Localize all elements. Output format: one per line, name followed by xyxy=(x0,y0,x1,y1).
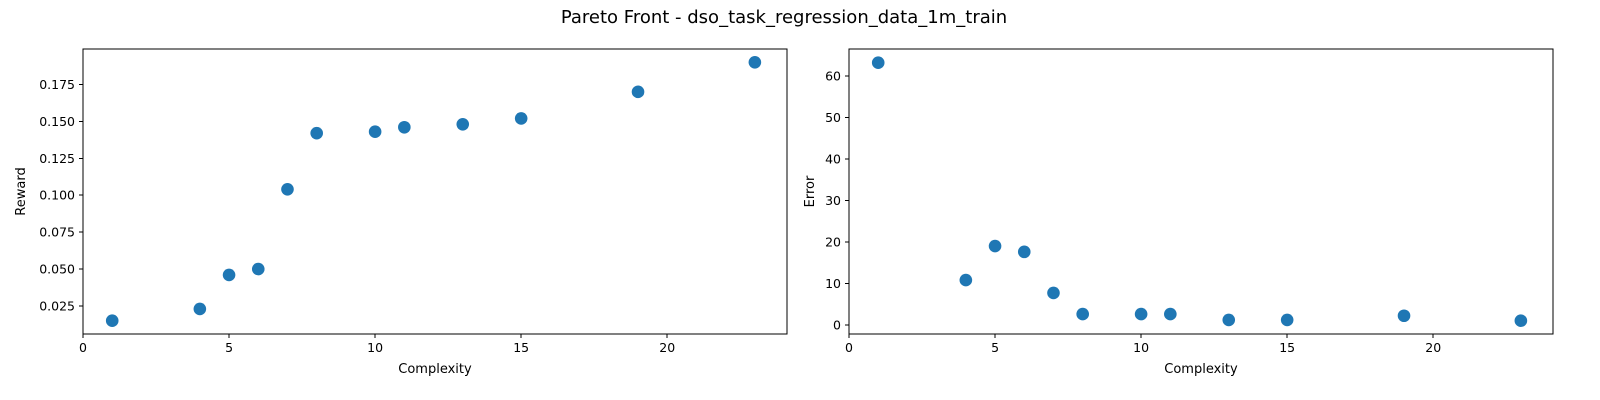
x-ticks: 0 5 10 15 20 xyxy=(845,334,1441,355)
plots: 0 5 10 15 200.0250.0500.0750.1000.1250.1500.… xyxy=(14,48,1554,377)
y-tick-label: 0.075 xyxy=(39,225,75,240)
y-tick-label: 60 xyxy=(825,68,841,83)
y-tick-label: 0.150 xyxy=(39,114,75,129)
y-tick-label: 40 xyxy=(825,151,841,166)
y-tick-label: 0.175 xyxy=(39,77,75,92)
data-point xyxy=(310,126,323,140)
x-tick-label: 0 xyxy=(845,340,853,355)
data-point xyxy=(222,268,236,282)
y-tick-label: 50 xyxy=(825,110,841,125)
data-point xyxy=(1397,309,1411,323)
plot-frame xyxy=(848,48,1554,335)
y-tick-label: 20 xyxy=(825,234,841,249)
data-point xyxy=(631,85,645,99)
data-point xyxy=(398,120,411,134)
data-point xyxy=(1164,307,1177,321)
y-tick-label: 0.100 xyxy=(39,188,75,203)
chart-2: 0 5 10 15 20 0 10 20 30 40 50 60 Complexity Error xyxy=(803,48,1554,377)
x-axis-label: Complexity xyxy=(398,362,472,377)
data-point xyxy=(456,118,470,131)
data-point xyxy=(105,314,119,328)
data-point xyxy=(1222,313,1236,327)
y-ticks: 0 10 20 30 40 50 60 xyxy=(825,68,849,332)
y-tick-label: 10 xyxy=(825,276,841,291)
x-ticks: 0 5 10 15 20 xyxy=(79,334,675,355)
data-point xyxy=(1017,245,1031,259)
x-tick-label: 10 xyxy=(1133,340,1149,355)
x-axis-label: Complexity xyxy=(1164,362,1238,377)
y-axis-label: Reward xyxy=(14,167,29,215)
y-axis-label: Error xyxy=(803,175,818,207)
data-point xyxy=(251,262,265,276)
data-point xyxy=(988,239,1002,253)
data-point xyxy=(368,125,382,138)
y-tick-label: 0.050 xyxy=(39,262,75,277)
y-tick-label: 30 xyxy=(825,193,841,208)
x-tick-label: 20 xyxy=(1425,340,1441,355)
data-point xyxy=(281,182,294,196)
data-point xyxy=(193,302,207,316)
data-point xyxy=(748,55,762,69)
data-point xyxy=(1076,307,1089,321)
chart-1: 0 5 10 15 200.0250.0500.0750.1000.1250.1500.… xyxy=(14,48,788,377)
x-tick-label: 10 xyxy=(367,340,383,355)
figure-title: Pareto Front - dso_task_regression_data_… xyxy=(561,7,1007,28)
data-point xyxy=(871,56,885,69)
x-tick-label: 5 xyxy=(225,340,233,355)
y-tick-label: 0.025 xyxy=(39,298,75,313)
data-point xyxy=(1047,286,1060,300)
x-tick-label: 0 xyxy=(79,340,87,355)
y-tick-label: 0.125 xyxy=(39,151,75,166)
x-tick-label: 5 xyxy=(991,340,999,355)
data-point xyxy=(959,273,973,287)
y-ticks: 0.025 0.050 0.075 0.100 0.125 0.150 0.175 xyxy=(39,77,83,313)
x-tick-label: 15 xyxy=(513,340,529,355)
data-point xyxy=(1134,307,1148,321)
data-point xyxy=(1280,313,1294,327)
plot-frame xyxy=(82,48,788,335)
x-tick-label: 20 xyxy=(659,340,675,355)
data-point xyxy=(1514,314,1528,328)
y-tick-label: 0 xyxy=(833,317,841,332)
x-tick-label: 15 xyxy=(1279,340,1295,355)
data-point xyxy=(514,112,528,125)
